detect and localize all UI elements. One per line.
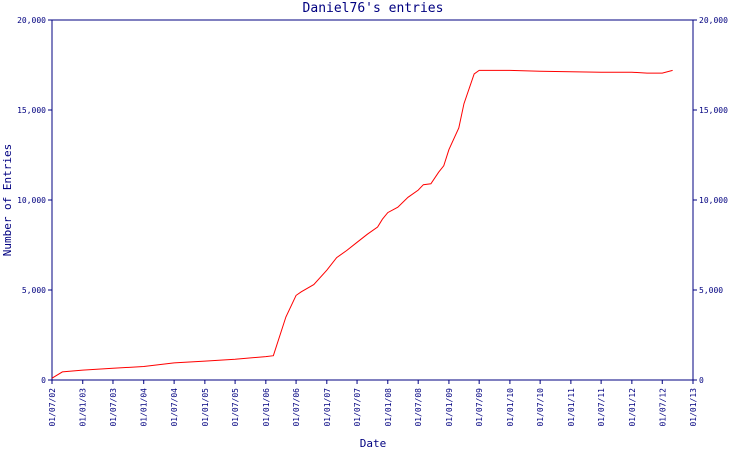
y-tick-label: 10,000	[17, 196, 46, 205]
x-tick-label: 01/07/09	[475, 388, 484, 427]
y2-tick-label: 20,000	[699, 16, 728, 25]
y2-tick-label: 5,000	[699, 286, 723, 295]
y2-tick-label: 15,000	[699, 106, 728, 115]
x-tick-label: 01/01/12	[628, 388, 637, 427]
x-tick-label: 01/07/11	[597, 388, 606, 427]
chart-title: Daniel76's entries	[303, 1, 444, 16]
x-tick-label: 01/01/03	[79, 388, 88, 427]
y-tick-label: 0	[41, 376, 46, 385]
x-tick-label: 01/01/13	[689, 388, 698, 427]
x-tick-label: 01/07/10	[536, 388, 545, 427]
x-tick-label: 01/01/08	[384, 388, 393, 427]
y-tick-label: 15,000	[17, 106, 46, 115]
x-tick-label: 01/07/02	[48, 388, 57, 427]
x-tick-label: 01/07/03	[109, 388, 118, 427]
x-tick-label: 01/07/08	[414, 388, 423, 427]
y-tick-label: 5,000	[22, 286, 46, 295]
x-tick-label: 01/07/12	[658, 388, 667, 427]
x-tick-label: 01/01/11	[567, 388, 576, 427]
x-tick-label: 01/07/06	[292, 388, 301, 427]
plot-frame	[51, 19, 694, 381]
y-axis-label: Number of Entries	[1, 144, 14, 257]
x-tick-label: 01/01/07	[323, 388, 332, 427]
x-tick-label: 01/07/07	[353, 388, 362, 427]
y2-tick-label: 10,000	[699, 196, 728, 205]
y2-tick-label: 0	[699, 376, 704, 385]
x-tick-label: 01/07/05	[231, 388, 240, 427]
y-tick-label: 20,000	[17, 16, 46, 25]
x-tick-label: 01/01/04	[140, 388, 149, 427]
x-tick-label: 01/01/05	[201, 388, 210, 427]
x-axis-label: Date	[360, 437, 387, 450]
x-tick-label: 01/01/06	[262, 388, 271, 427]
x-tick-label: 01/01/09	[445, 388, 454, 427]
x-tick-label: 01/07/04	[170, 388, 179, 427]
data-line	[51, 69, 673, 379]
x-tick-label: 01/01/10	[506, 388, 515, 427]
